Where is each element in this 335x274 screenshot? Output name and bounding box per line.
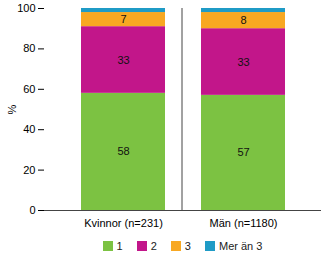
- html-text:2: 2: [150, 240, 157, 252]
- svg-text:33: 33: [237, 56, 249, 68]
- svg-text:20: 20: [23, 164, 35, 176]
- html-text:Mer än 3: Mer än 3: [219, 240, 263, 252]
- svg-text:Kvinnor (n=231): Kvinnor (n=231): [84, 217, 163, 229]
- svg-text:100: 100: [17, 2, 35, 14]
- html-text:3: 3: [184, 240, 191, 252]
- html-text:1: 1: [116, 240, 123, 252]
- svg-text:%: %: [6, 104, 18, 114]
- svg-text:7: 7: [120, 13, 126, 25]
- svg-text:60: 60: [23, 83, 35, 95]
- svg-text:57: 57: [237, 146, 249, 158]
- svg-text:33: 33: [117, 54, 129, 66]
- svg-text:Män (n=1180): Män (n=1180): [210, 217, 278, 229]
- svg-text:80: 80: [23, 42, 35, 54]
- svg-text:8: 8: [240, 14, 246, 26]
- svg-text:58: 58: [117, 145, 129, 157]
- svg-text:0: 0: [29, 204, 35, 216]
- svg-text:40: 40: [23, 123, 35, 135]
